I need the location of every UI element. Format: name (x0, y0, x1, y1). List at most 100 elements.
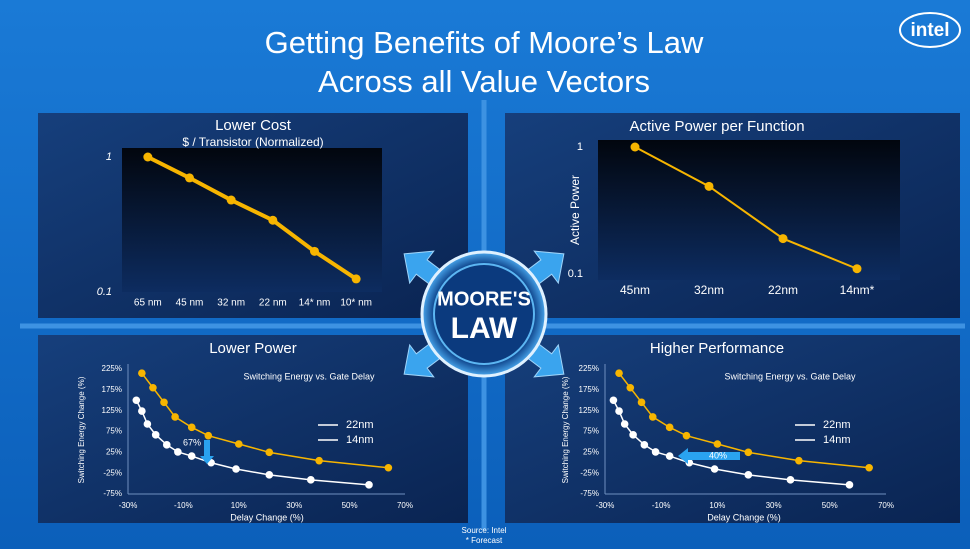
data-point (384, 463, 393, 472)
data-point (160, 398, 168, 407)
data-point (648, 413, 657, 421)
annotation-arrow (200, 440, 214, 464)
panel (505, 335, 960, 523)
data-point (651, 448, 660, 456)
data-point (171, 413, 179, 421)
data-point (149, 383, 157, 392)
annotation-arrow (678, 448, 740, 464)
x-tick-label: -10% (652, 501, 671, 510)
y-tick-label: -25% (103, 468, 122, 477)
chart-title: Active Power per Function (629, 118, 804, 135)
data-point (365, 481, 373, 489)
badge-core (433, 263, 535, 365)
data-point (626, 383, 635, 392)
y-tick-label: 1 (577, 141, 583, 153)
x-tick-label: 22 nm (259, 298, 287, 309)
data-point (132, 396, 141, 405)
x-tick-label: -30% (119, 501, 138, 510)
chart-subtitle: $ / Transistor (Normalized) (182, 135, 323, 149)
x-tick-label: 14* nm (299, 298, 331, 309)
y-tick-label: -25% (580, 468, 599, 477)
data-point (609, 396, 618, 405)
data-point (615, 369, 623, 377)
data-point (185, 173, 194, 183)
series-line (634, 146, 858, 270)
x-tick-label: 32nm (694, 283, 724, 297)
data-point (138, 407, 146, 415)
x-tick-label: -30% (596, 501, 615, 510)
annotation: 67% (183, 437, 201, 447)
data-point (315, 456, 323, 465)
y-tick-label: 1 (106, 151, 112, 163)
data-point (138, 369, 146, 377)
x-tick-label: -10% (174, 501, 193, 510)
y-axis-label: Switching Energy Change (%) (561, 376, 570, 483)
badge-label: LAW (451, 312, 518, 345)
data-point (307, 476, 315, 484)
annotation: 40% (709, 450, 727, 460)
data-point (174, 448, 182, 456)
data-point (744, 471, 753, 479)
y-axis-label: Active Power (568, 175, 582, 245)
series-line (618, 372, 870, 469)
chart-subtitle: Switching Energy vs. Gate Delay (724, 371, 856, 381)
legend-label: 22nm (346, 419, 374, 431)
series-line (146, 155, 358, 281)
data-point (143, 420, 152, 428)
x-tick-label: 65 nm (134, 298, 162, 309)
y-tick-label: 75% (583, 427, 599, 436)
data-point (268, 215, 278, 225)
data-point (795, 456, 803, 465)
data-point (704, 181, 714, 191)
data-point (710, 465, 719, 473)
x-tick-label: 14nm* (840, 283, 875, 297)
x-tick-label: 30% (286, 501, 302, 510)
data-point (640, 441, 649, 449)
data-point (232, 465, 240, 473)
data-point (187, 423, 196, 432)
legend-label: 22nm (823, 419, 851, 431)
y-tick-label: 175% (102, 385, 122, 394)
data-point (778, 234, 788, 244)
x-tick-label: 10% (709, 501, 725, 510)
y-tick-label: -75% (103, 489, 122, 498)
data-point (151, 431, 160, 439)
x-tick-label: 22nm (768, 283, 798, 297)
source: Source: Intel (462, 526, 507, 535)
data-point (665, 452, 674, 460)
data-point (713, 440, 722, 448)
data-point (637, 398, 646, 407)
logo: intel (910, 20, 949, 41)
x-tick-label: 50% (342, 501, 358, 510)
chart-title: Lower Cost (215, 117, 292, 134)
data-point (615, 407, 623, 415)
chart-title: Higher Performance (650, 340, 784, 357)
logo-ring (899, 12, 961, 48)
data-point (226, 195, 236, 205)
data-point (187, 452, 196, 460)
data-point (786, 476, 795, 484)
panel (38, 335, 468, 523)
legend-label: 14nm (823, 434, 851, 446)
y-tick-label: -75% (580, 489, 599, 498)
y-tick-label: 75% (106, 427, 122, 436)
data-point (865, 463, 873, 472)
x-axis-label: Delay Change (%) (707, 512, 781, 522)
x-tick-label: 70% (878, 501, 894, 510)
y-tick-label: 125% (579, 406, 599, 415)
badge-label: MOORE'S (437, 288, 531, 310)
legend-label: 14nm (346, 434, 374, 446)
data-point (162, 441, 171, 449)
y-tick-label: 25% (106, 447, 122, 456)
data-point (143, 152, 153, 162)
data-point (620, 420, 629, 428)
data-point (682, 431, 691, 440)
footnote: * Forecast (466, 536, 503, 545)
data-point (265, 448, 274, 457)
data-point (351, 274, 361, 284)
y-tick-label: 175% (579, 385, 599, 394)
x-tick-label: 45 nm (176, 298, 204, 309)
x-tick-label: 70% (397, 501, 413, 510)
